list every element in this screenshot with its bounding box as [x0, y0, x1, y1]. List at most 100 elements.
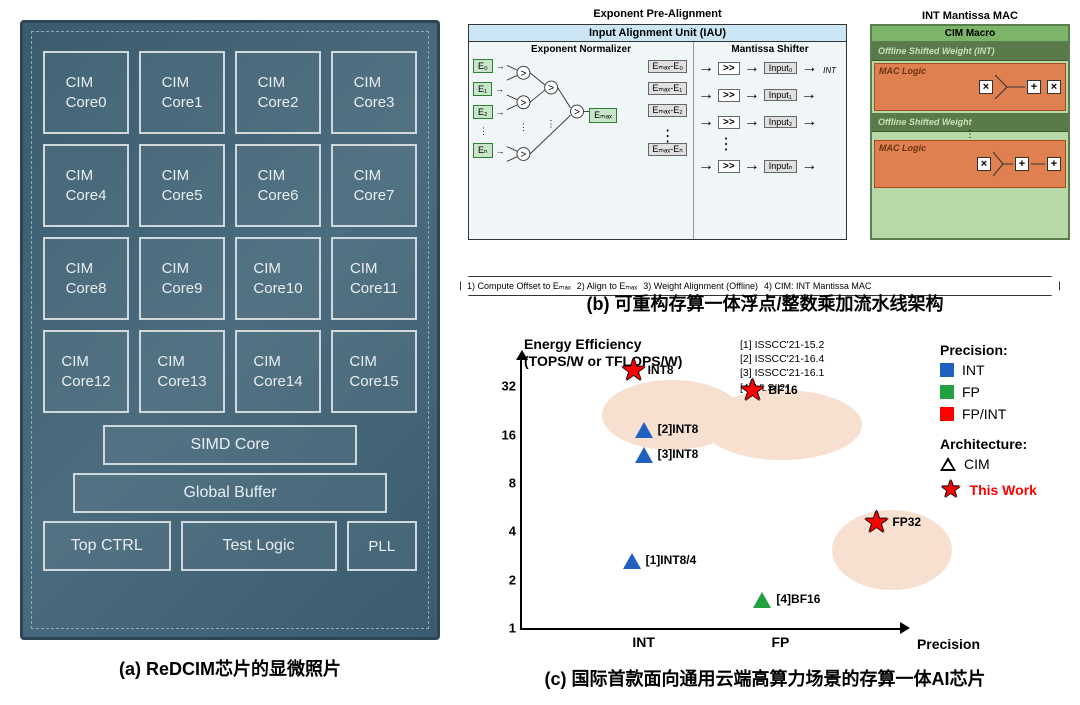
shifter-row: →>>→Input₀→INT — [698, 59, 842, 77]
int-mac-title: INT Mantissa MAC — [872, 10, 1068, 22]
input-box: Input₂ — [764, 116, 798, 128]
add-icon: + — [1027, 80, 1041, 94]
star-icon: ★ — [739, 374, 766, 407]
input-box: Inputₙ — [764, 160, 798, 173]
svg-text:>: > — [548, 83, 554, 94]
mult-icon: × — [1047, 80, 1061, 94]
svg-text:>: > — [520, 68, 526, 79]
emax-box: Eₘₐₓ — [589, 108, 617, 123]
cim-core-15: CIMCore15 — [331, 330, 417, 413]
weight-row-0: Offline Shifted Weight (INT) — [872, 42, 1068, 61]
mac-ops-0: × + × — [979, 68, 1061, 106]
svg-text:>: > — [520, 150, 526, 161]
shifter-row: →>>→Inputₙ→ — [698, 157, 842, 175]
shift-box: >> — [718, 89, 740, 102]
y-axis-arrow-icon — [516, 350, 528, 360]
triangle-icon — [635, 422, 653, 438]
x-axis-title: Precision — [917, 636, 980, 652]
cim-core-1: CIMCore1 — [139, 51, 225, 134]
mac-row-1: MAC Logic × + + — [874, 140, 1066, 188]
triangle-icon — [623, 553, 641, 569]
legend-precision-title: Precision: — [940, 342, 1070, 358]
add-icon: + — [1047, 157, 1061, 171]
chart-area: Precision 12481632INTFP★INT8[2]INT8[3]IN… — [520, 360, 900, 630]
iau-container: Exponent Pre-Alignment Input Alignment U… — [460, 10, 855, 240]
pre-align-label: Exponent Pre-Alignment — [460, 8, 855, 20]
point-label: [4]BF16 — [776, 592, 820, 606]
point-label: [3]INT8 — [658, 447, 699, 461]
mult-icon: × — [977, 157, 991, 171]
star-icon: ★ — [620, 354, 647, 387]
vdots: ⋮ — [872, 132, 1068, 138]
y-tick: 4 — [509, 524, 522, 539]
cim-macro: INT Mantissa MAC CIM Macro Offline Shift… — [870, 24, 1070, 240]
mult-icon: × — [979, 80, 993, 94]
top-ctrl-block: Top CTRL — [43, 521, 171, 571]
data-point — [635, 447, 653, 463]
star-icon: ★ — [940, 478, 962, 502]
macro-label: CIM Macro — [872, 26, 1068, 42]
cim-core-13: CIMCore13 — [139, 330, 225, 413]
shift-box: >> — [718, 62, 740, 75]
caption-b: (b) 可重构存算一体浮点/整数乘加流水线架构 — [460, 290, 1070, 316]
y-tick: 8 — [509, 475, 522, 490]
legend-swatch — [940, 385, 954, 399]
iau-title: Input Alignment Unit (IAU) — [468, 24, 847, 42]
diff-box: Eₘₐₓ-E₂ — [648, 104, 687, 117]
svg-text:⋮: ⋮ — [519, 122, 528, 132]
simd-core-block: SIMD Core — [103, 425, 357, 465]
input-box: Input₀ — [764, 62, 798, 74]
x-tick: FP — [771, 628, 789, 650]
mac-row-0: MAC Logic × + × — [874, 63, 1066, 111]
legend-row: ★This Work — [940, 478, 1070, 502]
cim-core-10: CIMCore10 — [235, 237, 321, 320]
diff-box: Eₘₐₓ-E₁ — [648, 82, 687, 95]
add-icon: + — [1015, 157, 1029, 171]
x-axis-arrow-icon — [900, 622, 910, 634]
point-label: BF16 — [768, 383, 797, 397]
cim-core-7: CIMCore7 — [331, 144, 417, 227]
data-point — [635, 422, 653, 438]
diff-box: Eₘₐₓ-Eₙ — [648, 143, 687, 156]
die-outline: CIMCore0CIMCore1CIMCore2CIMCore3CIMCore4… — [20, 20, 440, 640]
y-title-line1: Energy Efficiency — [524, 336, 642, 352]
cim-core-2: CIMCore2 — [235, 51, 321, 134]
y-tick: 2 — [509, 572, 522, 587]
legend-row: CIM — [940, 456, 1070, 472]
architecture-panel: Exponent Pre-Alignment Input Alignment U… — [460, 10, 1070, 290]
iau-body: Exponent Normalizer E₀→E₁→E₂→⋮Eₙ→ > > ⋮ … — [468, 42, 847, 240]
data-point: ★ — [863, 508, 890, 538]
diff-box: Eₘₐₓ-E₀ — [648, 60, 687, 73]
legend-row: FP/INT — [940, 406, 1070, 422]
legend: Precision: INTFPFP/INT Architecture: CIM… — [940, 342, 1070, 508]
y-tick: 32 — [502, 379, 522, 394]
highlight-blob — [702, 390, 862, 460]
cim-core-6: CIMCore6 — [235, 144, 321, 227]
data-point: ★ — [739, 376, 766, 406]
data-point — [623, 553, 641, 569]
caption-c: (c) 国际首款面向通用云端高算力场景的存算一体AI芯片 — [460, 665, 1070, 691]
e-box: E₂ — [473, 105, 493, 119]
star-icon: ★ — [863, 506, 890, 539]
svg-text:>: > — [520, 98, 526, 109]
legend-swatch — [940, 407, 954, 421]
shifter-row: →>>→Input₂→ — [698, 113, 842, 131]
exp-norm-title: Exponent Normalizer — [473, 44, 689, 55]
point-label: [1]INT8/4 — [646, 553, 697, 567]
point-label: [2]INT8 — [658, 422, 699, 436]
mantissa-shifter: Mantissa Shifter →>>→Input₀→INT→>>→Input… — [694, 42, 846, 239]
legend-label: FP — [962, 384, 980, 400]
caption-a: (a) ReDCIM芯片的显微照片 — [20, 655, 440, 681]
chart-panel: Energy Efficiency (TOPS/W or TFLOPS/W) [… — [460, 330, 1070, 660]
cim-core-0: CIMCore0 — [43, 51, 129, 134]
pll-block: PLL — [347, 521, 418, 571]
legend-label: CIM — [964, 456, 990, 472]
cim-core-14: CIMCore14 — [235, 330, 321, 413]
shifter-row: ⋮ — [698, 140, 842, 148]
die-photo-panel: CIMCore0CIMCore1CIMCore2CIMCore3CIMCore4… — [20, 20, 440, 640]
ref-item: [1] ISSCC'21-15.2 — [740, 338, 824, 352]
shifter-row: →>>→Input₁→ — [698, 86, 842, 104]
legend-label: INT — [962, 362, 985, 378]
lower-blocks: SIMD Core Global Buffer Top CTRL Test Lo… — [43, 425, 417, 571]
cim-core-12: CIMCore12 — [43, 330, 129, 413]
